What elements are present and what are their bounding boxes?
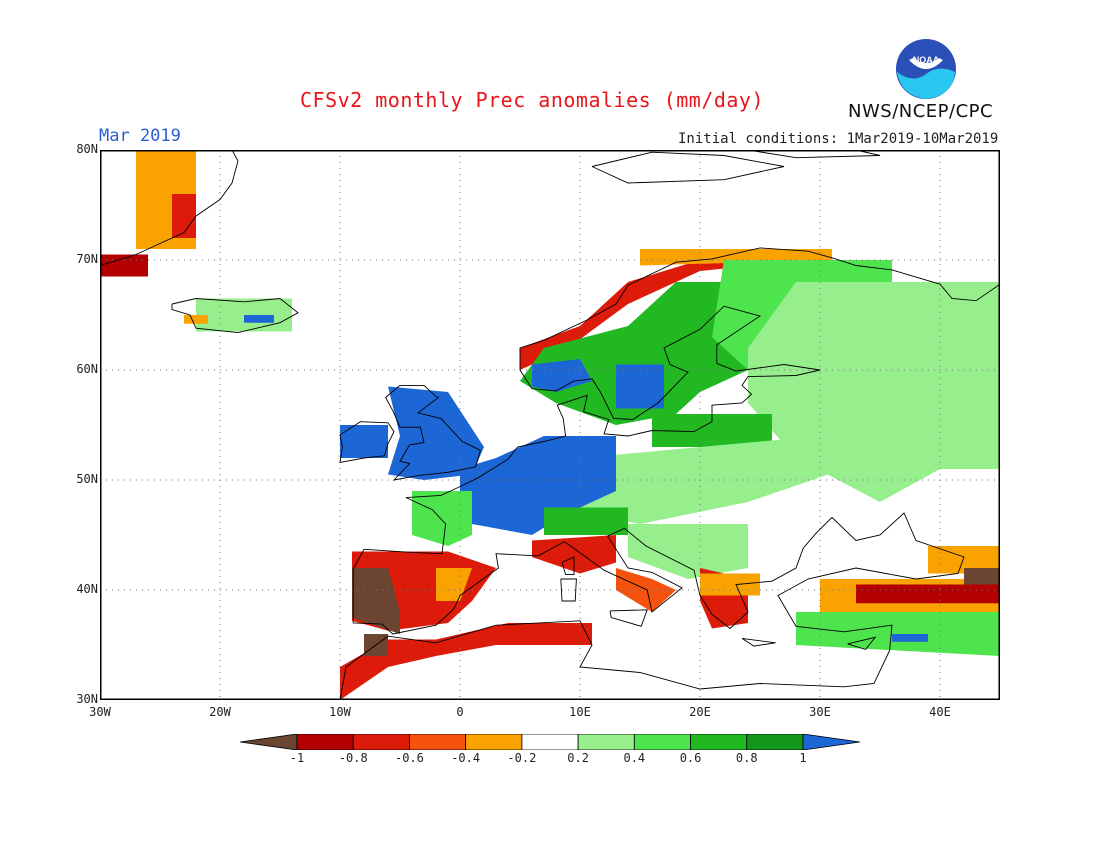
color-bar-label: 0.4 bbox=[623, 751, 646, 765]
lat-label: 70N bbox=[76, 252, 98, 266]
lon-label: 20W bbox=[209, 705, 231, 719]
coastline-4 bbox=[100, 150, 239, 266]
anomaly-region-31 bbox=[856, 584, 1000, 604]
anomaly-region-4 bbox=[244, 315, 274, 323]
coastlines bbox=[100, 150, 1000, 700]
anomaly-region-2 bbox=[172, 194, 196, 238]
lon-label: 40E bbox=[929, 705, 951, 719]
anomaly-region-13 bbox=[652, 414, 772, 447]
anomaly-region-17 bbox=[460, 436, 616, 535]
anomaly-region-29 bbox=[700, 573, 760, 596]
anomaly-regions bbox=[100, 150, 1000, 700]
color-bar-label: -1 bbox=[289, 751, 305, 765]
coastline-9 bbox=[847, 636, 877, 650]
lat-label: 30N bbox=[76, 692, 98, 706]
color-bar-swatch-red bbox=[352, 734, 410, 750]
anomaly-region-35 bbox=[892, 634, 928, 642]
anomaly-region-19 bbox=[544, 507, 628, 535]
coastline-1 bbox=[385, 384, 481, 481]
color-bar-swatch-brown bbox=[240, 734, 298, 750]
anomaly-region-10 bbox=[616, 364, 664, 409]
color-bar-label: -0.4 bbox=[451, 751, 481, 765]
color-bar-label: 1 bbox=[799, 751, 807, 765]
coastline-11 bbox=[747, 150, 881, 159]
color-bar-label: -0.8 bbox=[338, 751, 368, 765]
lon-label: 0 bbox=[456, 705, 464, 719]
color-bar-label: 0.8 bbox=[735, 751, 758, 765]
noaa-logo-icon: NOAA bbox=[896, 39, 956, 99]
anomaly-region-33 bbox=[964, 568, 1000, 585]
anomaly-region-20 bbox=[628, 524, 748, 579]
color-bar bbox=[240, 734, 860, 750]
forecast-month: Mar 2019 bbox=[99, 126, 181, 146]
color-bar-swatch-dark_red bbox=[296, 734, 354, 750]
lon-label: 10W bbox=[329, 705, 351, 719]
color-bar-swatch-dark_green bbox=[746, 734, 804, 750]
color-bar-swatch-med_green bbox=[690, 734, 748, 750]
anomaly-region-16 bbox=[340, 425, 388, 458]
anomaly-region-24 bbox=[340, 623, 592, 700]
lon-label: 30E bbox=[809, 705, 831, 719]
lat-label: 60N bbox=[76, 362, 98, 376]
color-bar-swatch-white bbox=[521, 734, 579, 750]
anomaly-region-15 bbox=[388, 386, 484, 480]
agency-label: NWS/NCEP/CPC bbox=[848, 101, 994, 122]
coastline-6 bbox=[560, 578, 577, 602]
color-bar-label: -0.2 bbox=[507, 751, 537, 765]
lon-label: 20E bbox=[689, 705, 711, 719]
anomaly-region-22 bbox=[352, 568, 400, 634]
coastline-8 bbox=[741, 637, 776, 647]
color-bar-label: 0.2 bbox=[567, 751, 589, 765]
precip-anomaly-map bbox=[100, 150, 1000, 700]
coastline-7 bbox=[609, 609, 648, 627]
anomaly-region-9 bbox=[532, 359, 592, 392]
color-bar-swatch-orange bbox=[465, 734, 523, 750]
map-title: CFSv2 monthly Prec anomalies (mm/day) bbox=[300, 88, 765, 112]
color-bar-label: -0.6 bbox=[394, 751, 424, 765]
anomaly-region-5 bbox=[184, 315, 208, 324]
color-bar-swatch-blue bbox=[802, 734, 860, 750]
anomaly-region-32 bbox=[928, 546, 1000, 574]
lon-label: 30W bbox=[89, 705, 111, 719]
color-bar-label: 0.6 bbox=[679, 751, 702, 765]
logo-text: NOAA bbox=[913, 55, 940, 65]
initial-conditions: Initial conditions: 1Mar2019-10Mar2019 bbox=[678, 131, 999, 147]
coastline-3 bbox=[171, 298, 299, 334]
lat-label: 40N bbox=[76, 582, 98, 596]
coastline-0 bbox=[339, 247, 1000, 700]
map-frame bbox=[100, 150, 1000, 700]
color-bar-swatch-green bbox=[633, 734, 691, 750]
anomaly-region-18 bbox=[412, 491, 472, 546]
coastline-2 bbox=[339, 421, 395, 463]
lat-label: 50N bbox=[76, 472, 98, 486]
color-bar-swatch-red_orange bbox=[409, 734, 467, 750]
anomaly-region-23 bbox=[436, 568, 472, 601]
color-bar-swatch-light_green bbox=[577, 734, 635, 750]
lat-label: 80N bbox=[76, 142, 98, 156]
lon-label: 10E bbox=[569, 705, 591, 719]
coastline-5 bbox=[561, 556, 575, 576]
map-grid bbox=[100, 150, 1000, 700]
coastline-10 bbox=[591, 151, 785, 184]
